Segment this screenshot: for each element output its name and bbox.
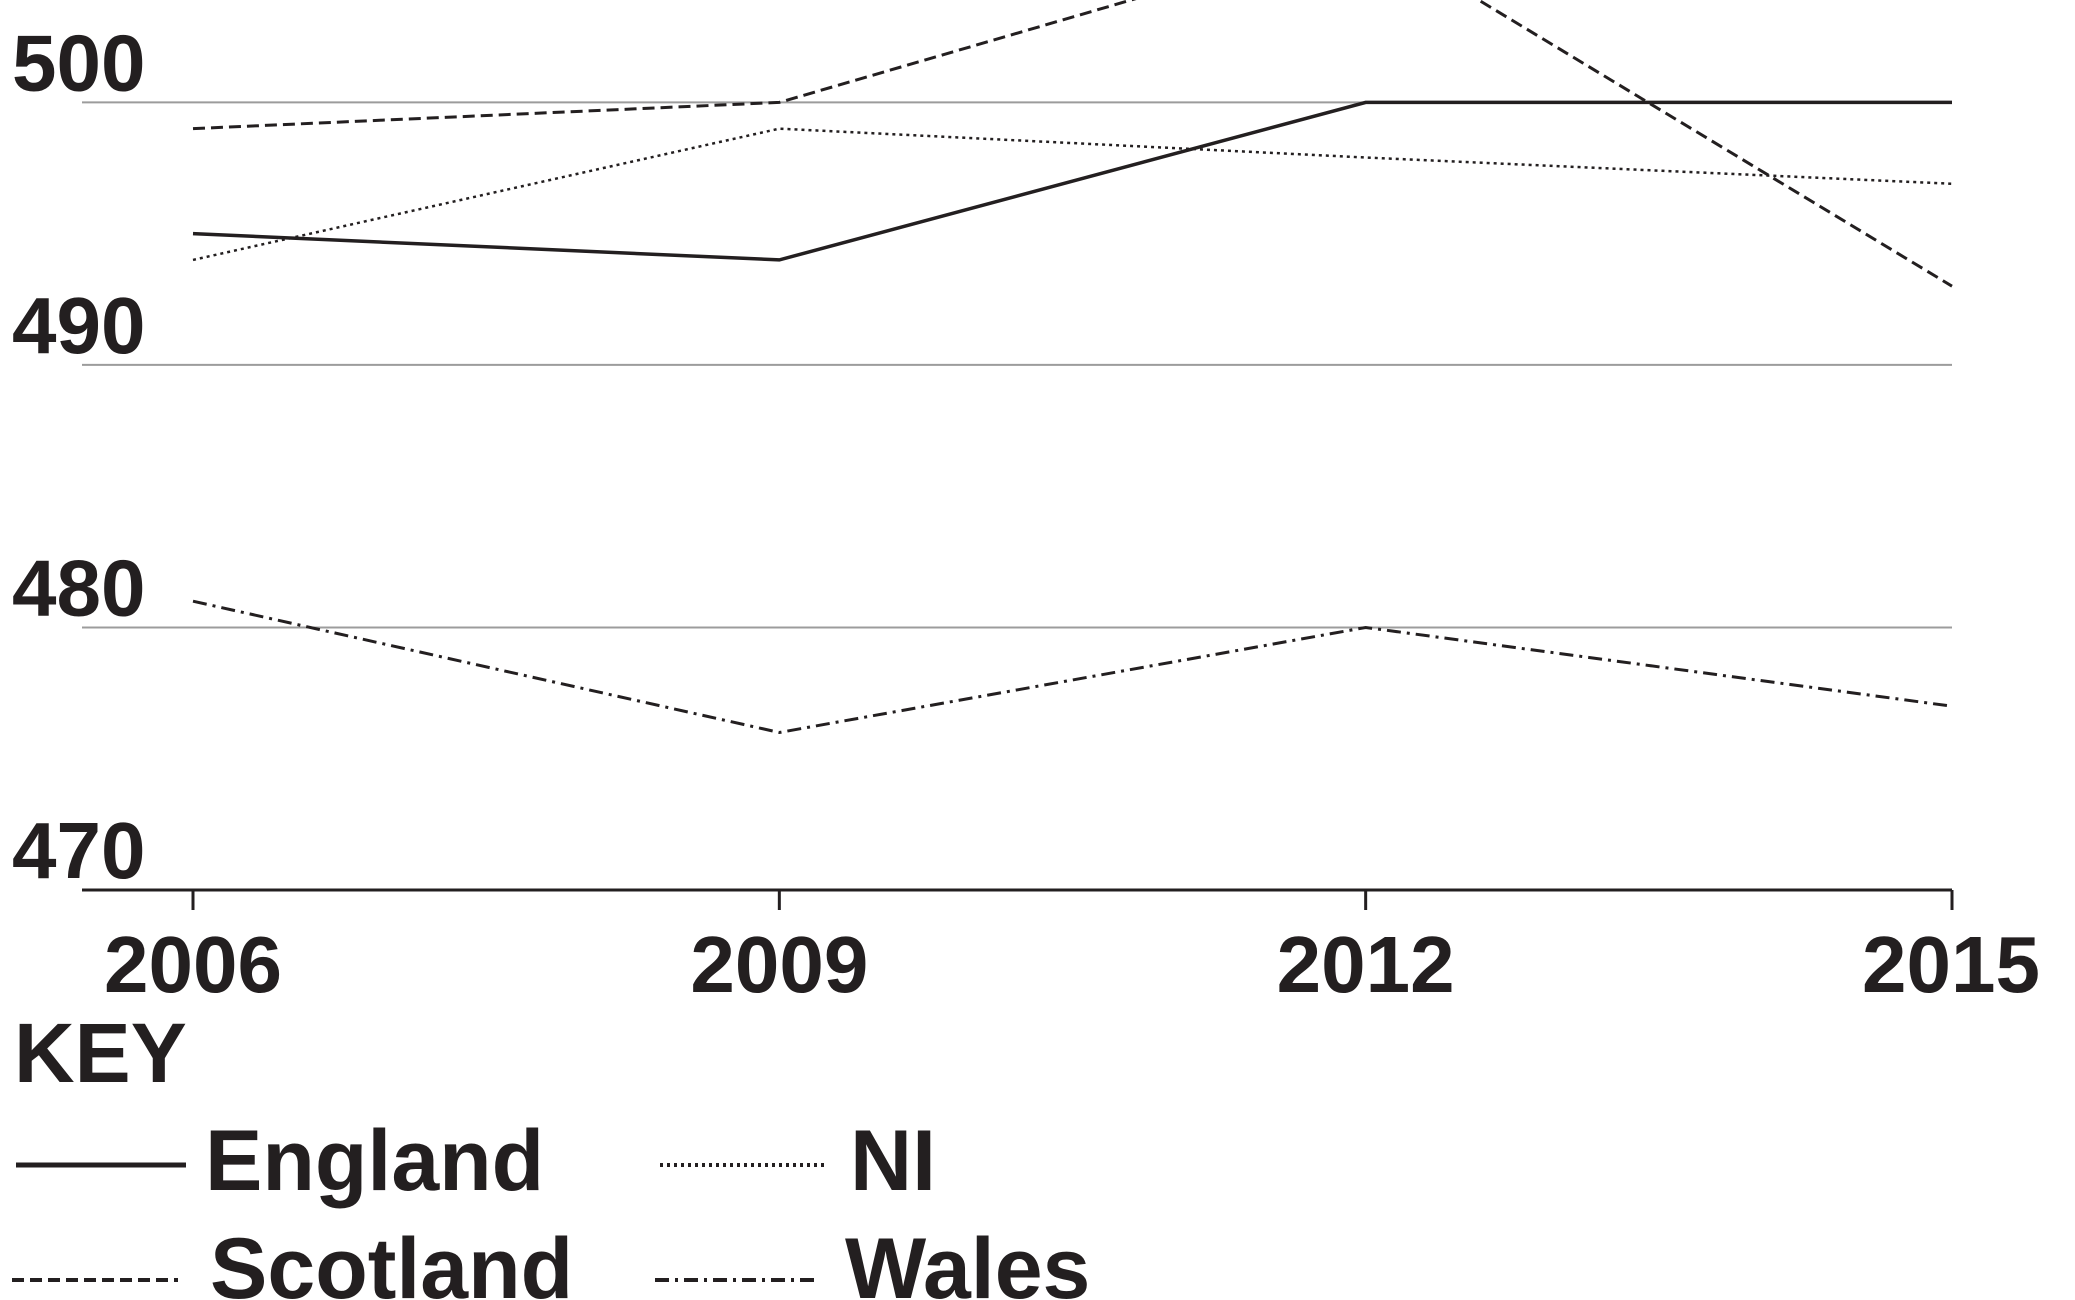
x-tick-label-2012: 2012 (1277, 920, 1455, 1009)
legend-title: KEY (14, 1006, 187, 1100)
series-line-england (192, 100, 1952, 262)
legend-label-ni: NI (850, 1113, 936, 1209)
x-tick-label-2015: 2015 (1862, 920, 2040, 1009)
series-line-ni (192, 127, 1953, 262)
x-tick-label-2006: 2006 (104, 920, 282, 1009)
series-line-scotland (192, 0, 1953, 288)
legend-label-scotland: Scotland (210, 1221, 573, 1300)
gridlines (82, 101, 1952, 629)
y-tick-label-500: 500 (12, 18, 145, 107)
series-lines (192, 0, 1953, 735)
legend-label-england: England (205, 1113, 544, 1209)
y-tick-label-480: 480 (12, 543, 145, 632)
y-tick-label-470: 470 (12, 806, 145, 895)
legend: KEY England NI Scotland Wales (12, 1006, 1090, 1300)
legend-label-wales: Wales (845, 1221, 1090, 1300)
series-line-wales (192, 599, 1953, 735)
y-axis-tick-labels: 470 480 490 500 (12, 18, 145, 895)
x-axis-ticks: 2006 2009 2012 2015 (104, 890, 2040, 1009)
x-tick-label-2009: 2009 (690, 920, 868, 1009)
y-tick-label-490: 490 (12, 281, 145, 370)
